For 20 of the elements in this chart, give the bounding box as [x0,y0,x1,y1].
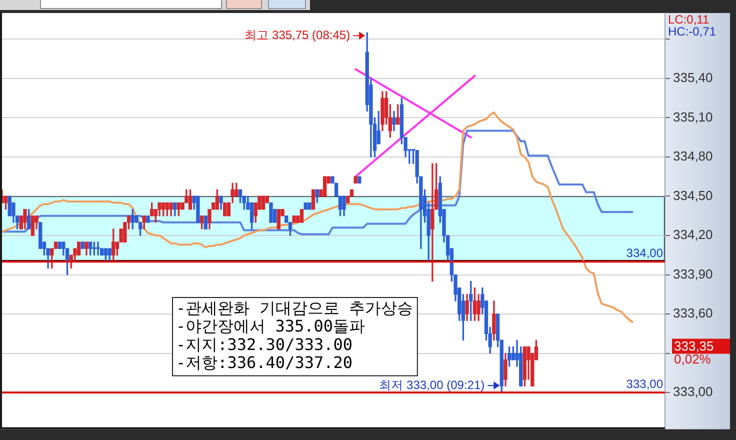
annotation: -관세완화 기대감으로 추가상승 [176,298,413,318]
annotation: 최저 333,00 (09:21) [379,378,485,392]
y-tick-label: 334,20 [673,227,713,242]
y-tick-label: 334,80 [673,148,713,164]
y-tick-label: 333,60 [673,306,713,321]
y-tick-label: 335,10 [673,109,713,124]
ref-line-label: 334,00 [626,246,664,260]
text: 333,35 [674,338,714,354]
y-tick-label: 333,00 [673,384,713,400]
text: LC:0,11 [668,12,710,26]
y-tick-label: 335,40 [673,70,713,86]
text: HC:-0,71 [668,24,716,38]
y-tick-label: 333,90 [673,266,713,282]
annotation: -야간장에서 335.00돌파 [176,316,366,336]
text: 0,02% [674,351,712,366]
annotation: -지지:332.30/333.00 [176,334,352,354]
ref-line-label: 333,00 [626,376,664,391]
y-tick-label: 334,50 [673,188,713,203]
annotation: 최고 335,75 (08:45) [244,28,350,42]
annotation: -저항:336.40/337.20 [176,353,352,372]
